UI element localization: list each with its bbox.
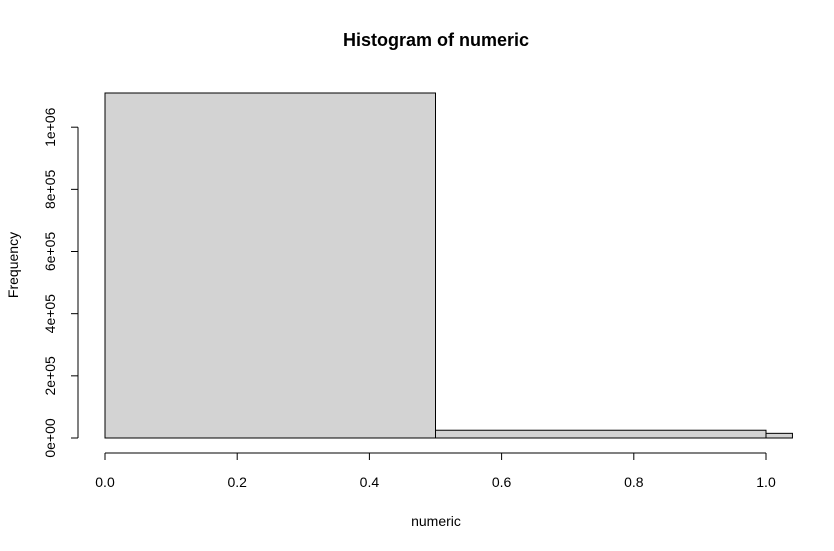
x-tick-label-4: 0.8 [624, 474, 644, 490]
x-axis-label: numeric [411, 513, 461, 529]
y-axis-label: Frequency [5, 232, 21, 298]
x-tick-label-2: 0.4 [360, 474, 380, 490]
x-tick-label-3: 0.6 [492, 474, 512, 490]
histogram-bar-0 [104, 92, 436, 439]
histogram-bar-1 [435, 429, 767, 439]
x-tick-label-0: 0.0 [95, 474, 115, 490]
chart-title: Histogram of numeric [343, 30, 529, 50]
histogram-bar-2 [765, 432, 793, 439]
y-axis: 0e+00 2e+05 4e+05 6e+05 8e+05 1e+06 [42, 107, 79, 458]
y-tick-label-5: 1e+06 [42, 107, 58, 147]
y-tick-label-3: 6e+05 [42, 232, 58, 272]
y-tick-label-2: 4e+05 [42, 294, 58, 334]
x-axis: 0.0 0.2 0.4 0.6 0.8 1.0 [95, 452, 776, 490]
bars-group [104, 92, 793, 439]
y-tick-label-0: 0e+00 [42, 418, 58, 458]
y-tick-label-4: 8e+05 [42, 169, 58, 209]
x-tick-label-1: 0.2 [227, 474, 247, 490]
y-tick-label-1: 2e+05 [42, 356, 58, 396]
x-tick-label-5: 1.0 [756, 474, 776, 490]
